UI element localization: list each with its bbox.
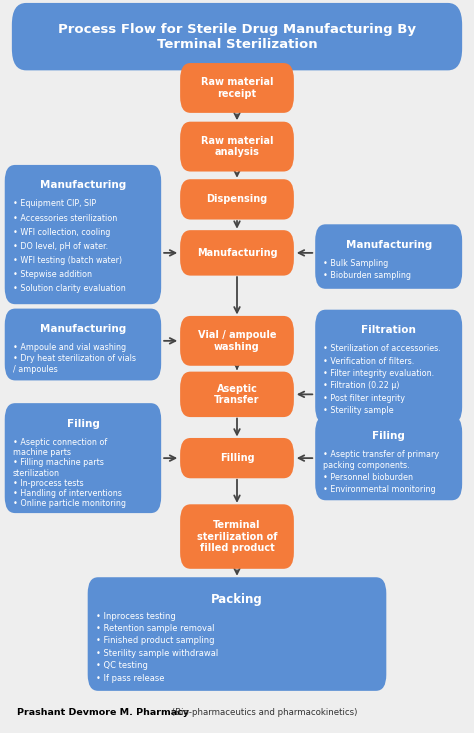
- Text: Manufacturing: Manufacturing: [40, 324, 126, 334]
- FancyBboxPatch shape: [180, 372, 294, 417]
- Text: Vial / ampoule
washing: Vial / ampoule washing: [198, 330, 276, 352]
- Text: Prashant Devmore M. Pharmacy: Prashant Devmore M. Pharmacy: [17, 708, 189, 717]
- FancyBboxPatch shape: [88, 578, 386, 690]
- Text: Filing: Filing: [372, 431, 405, 441]
- Text: • Stepwise addition: • Stepwise addition: [13, 270, 92, 279]
- Text: • Online particle monitoring: • Online particle monitoring: [13, 499, 126, 508]
- Text: Raw material
receipt: Raw material receipt: [201, 77, 273, 99]
- Text: • Accessories sterilization: • Accessories sterilization: [13, 213, 117, 223]
- Text: • Filter integrity evaluation.: • Filter integrity evaluation.: [323, 369, 434, 378]
- Text: • Dry heat sterilization of vials
/ ampoules: • Dry heat sterilization of vials / ampo…: [13, 354, 136, 374]
- FancyBboxPatch shape: [5, 309, 161, 380]
- Text: • WFI testing (batch water): • WFI testing (batch water): [13, 256, 122, 265]
- Text: • In-process tests: • In-process tests: [13, 479, 83, 487]
- Text: • Filtration (0.22 μ): • Filtration (0.22 μ): [323, 381, 400, 391]
- Text: Filling: Filling: [219, 453, 255, 463]
- Text: Manufacturing: Manufacturing: [40, 180, 126, 191]
- Text: • Post filter integrity: • Post filter integrity: [323, 394, 405, 402]
- Text: • Bulk Sampling: • Bulk Sampling: [323, 259, 389, 268]
- Text: Terminal
sterilization of
filled product: Terminal sterilization of filled product: [197, 520, 277, 553]
- Text: • Retention sample removal: • Retention sample removal: [96, 624, 214, 633]
- Text: • Ampoule and vial washing: • Ampoule and vial washing: [13, 343, 126, 352]
- FancyBboxPatch shape: [12, 3, 462, 70]
- FancyBboxPatch shape: [180, 63, 294, 113]
- Text: • Aseptic transfer of primary
packing components.: • Aseptic transfer of primary packing co…: [323, 450, 439, 470]
- Text: Packing: Packing: [211, 592, 263, 605]
- Text: Manufacturing: Manufacturing: [346, 240, 432, 250]
- Text: • Solution clarity evaluation: • Solution clarity evaluation: [13, 284, 126, 293]
- Text: Process Flow for Sterile Drug Manufacturing By
Terminal Sterilization: Process Flow for Sterile Drug Manufactur…: [58, 23, 416, 51]
- Text: • Sterility sample: • Sterility sample: [323, 406, 394, 415]
- FancyBboxPatch shape: [180, 179, 294, 220]
- FancyBboxPatch shape: [5, 165, 161, 304]
- Text: Manufacturing: Manufacturing: [197, 248, 277, 258]
- FancyBboxPatch shape: [180, 504, 294, 569]
- Text: • Finished product sampling: • Finished product sampling: [96, 636, 214, 646]
- Text: Aseptic
Transfer: Aseptic Transfer: [214, 383, 260, 405]
- FancyBboxPatch shape: [180, 438, 294, 479]
- Text: • Bioburden sampling: • Bioburden sampling: [323, 271, 411, 280]
- FancyBboxPatch shape: [180, 122, 294, 172]
- Text: • WFI collection, cooling: • WFI collection, cooling: [13, 228, 110, 237]
- Text: • If pass release: • If pass release: [96, 674, 164, 682]
- Text: Filing: Filing: [66, 419, 100, 429]
- Text: • Personnel bioburden: • Personnel bioburden: [323, 474, 413, 482]
- FancyBboxPatch shape: [180, 316, 294, 366]
- Text: • Handling of interventions: • Handling of interventions: [13, 489, 122, 498]
- Text: • QC testing: • QC testing: [96, 661, 147, 670]
- Text: • Equipment CIP, SIP: • Equipment CIP, SIP: [13, 199, 96, 208]
- Text: Filtration: Filtration: [361, 325, 416, 335]
- Text: • Sterilization of accessories.: • Sterilization of accessories.: [323, 345, 441, 353]
- Text: • Environmental monitoring: • Environmental monitoring: [323, 485, 436, 493]
- Text: • Filling machine parts
sterilization: • Filling machine parts sterilization: [13, 458, 104, 477]
- FancyBboxPatch shape: [315, 309, 462, 424]
- Text: • Inprocess testing: • Inprocess testing: [96, 611, 175, 621]
- Text: Raw material
analysis: Raw material analysis: [201, 136, 273, 158]
- FancyBboxPatch shape: [180, 230, 294, 276]
- Text: Dispensing: Dispensing: [206, 194, 268, 205]
- FancyBboxPatch shape: [315, 416, 462, 500]
- FancyBboxPatch shape: [5, 403, 161, 513]
- Text: (Bio-pharmaceutics and pharmacokinetics): (Bio-pharmaceutics and pharmacokinetics): [169, 708, 357, 717]
- Text: • DO level, pH of water.: • DO level, pH of water.: [13, 242, 108, 251]
- FancyBboxPatch shape: [315, 224, 462, 289]
- Text: • Aseptic connection of
machine parts: • Aseptic connection of machine parts: [13, 438, 107, 457]
- Text: • Verification of filters.: • Verification of filters.: [323, 356, 415, 366]
- Text: • Sterility sample withdrawal: • Sterility sample withdrawal: [96, 649, 218, 658]
